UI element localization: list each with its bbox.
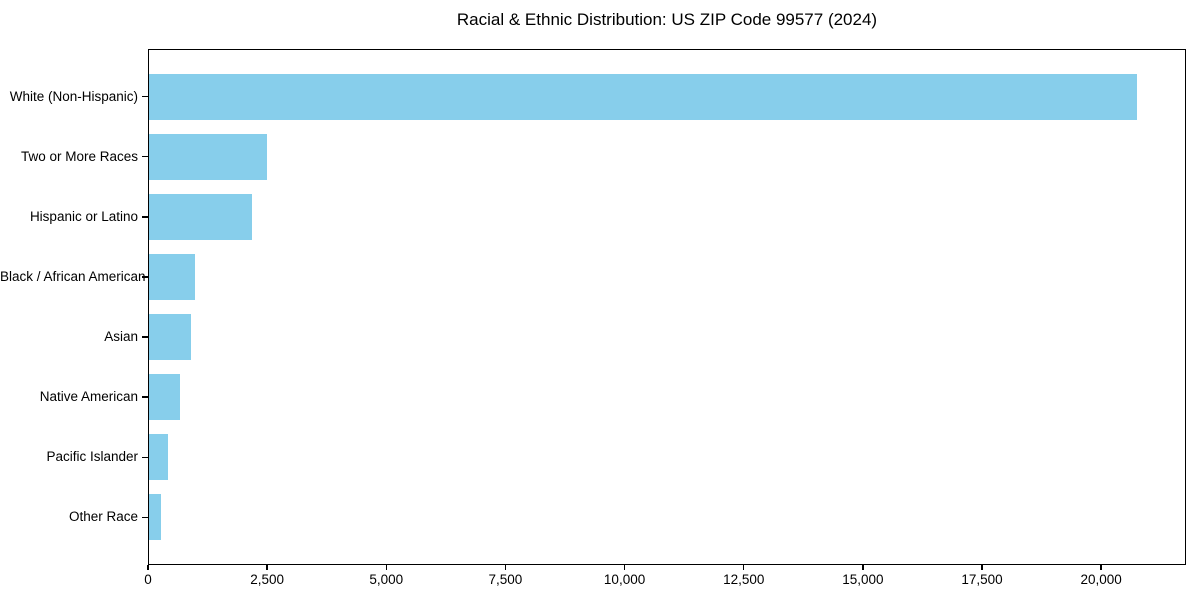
x-tick-mark — [385, 565, 388, 570]
y-tick-mark — [142, 155, 148, 158]
y-tick-label: Native American — [39, 389, 138, 405]
y-tick-mark — [142, 456, 148, 459]
x-tick-mark — [862, 565, 864, 570]
bar-white-non-hispanic — [149, 73, 1137, 120]
chart-title: Racial & Ethnic Distribution: US ZIP Cod… — [456, 10, 878, 29]
x-tick-label: 7,500 — [488, 572, 523, 587]
bar-hispanic-or-latino — [149, 193, 252, 240]
x-tick-label: 20,000 — [1080, 572, 1122, 587]
x-tick-mark — [981, 565, 983, 570]
x-tick-label: 15,000 — [842, 572, 884, 587]
y-tick-label: Hispanic or Latino — [29, 208, 138, 224]
x-tick-label: 2,500 — [250, 572, 285, 587]
x-tick-mark — [147, 565, 149, 570]
bar-asian — [149, 314, 191, 361]
bar-two-or-more-races — [149, 133, 268, 180]
y-tick-mark — [142, 95, 148, 98]
y-tick-label: Other Race — [68, 509, 138, 525]
y-tick-mark — [142, 516, 148, 519]
x-tick-label: 17,500 — [961, 572, 1003, 587]
x-tick-label: 5,000 — [369, 572, 404, 587]
y-tick-label: Asian — [104, 329, 138, 345]
x-tick-mark — [623, 565, 626, 570]
bar-black-african-american — [149, 253, 196, 300]
bar-native-american — [149, 374, 181, 421]
y-tick-label: Pacific Islander — [46, 449, 138, 465]
y-tick-label: Two or More Races — [20, 148, 138, 164]
y-tick-label: White (Non-Hispanic) — [9, 88, 138, 104]
x-tick-mark — [504, 565, 507, 570]
x-tick-label: 0 — [144, 572, 152, 587]
plot-area — [148, 49, 1186, 565]
x-tick-label: 12,500 — [723, 572, 765, 587]
x-tick-mark — [1100, 565, 1102, 570]
y-tick-mark — [142, 216, 148, 218]
y-tick-label: Black / African American — [0, 268, 146, 284]
x-tick-mark — [742, 565, 745, 570]
y-tick-mark — [142, 396, 148, 398]
x-tick-mark — [266, 565, 268, 570]
y-tick-mark — [142, 336, 148, 338]
bar-pacific-islander — [149, 434, 168, 481]
x-tick-label: 10,000 — [603, 572, 646, 587]
bar-other-race — [149, 494, 161, 541]
y-tick-mark — [142, 276, 148, 278]
